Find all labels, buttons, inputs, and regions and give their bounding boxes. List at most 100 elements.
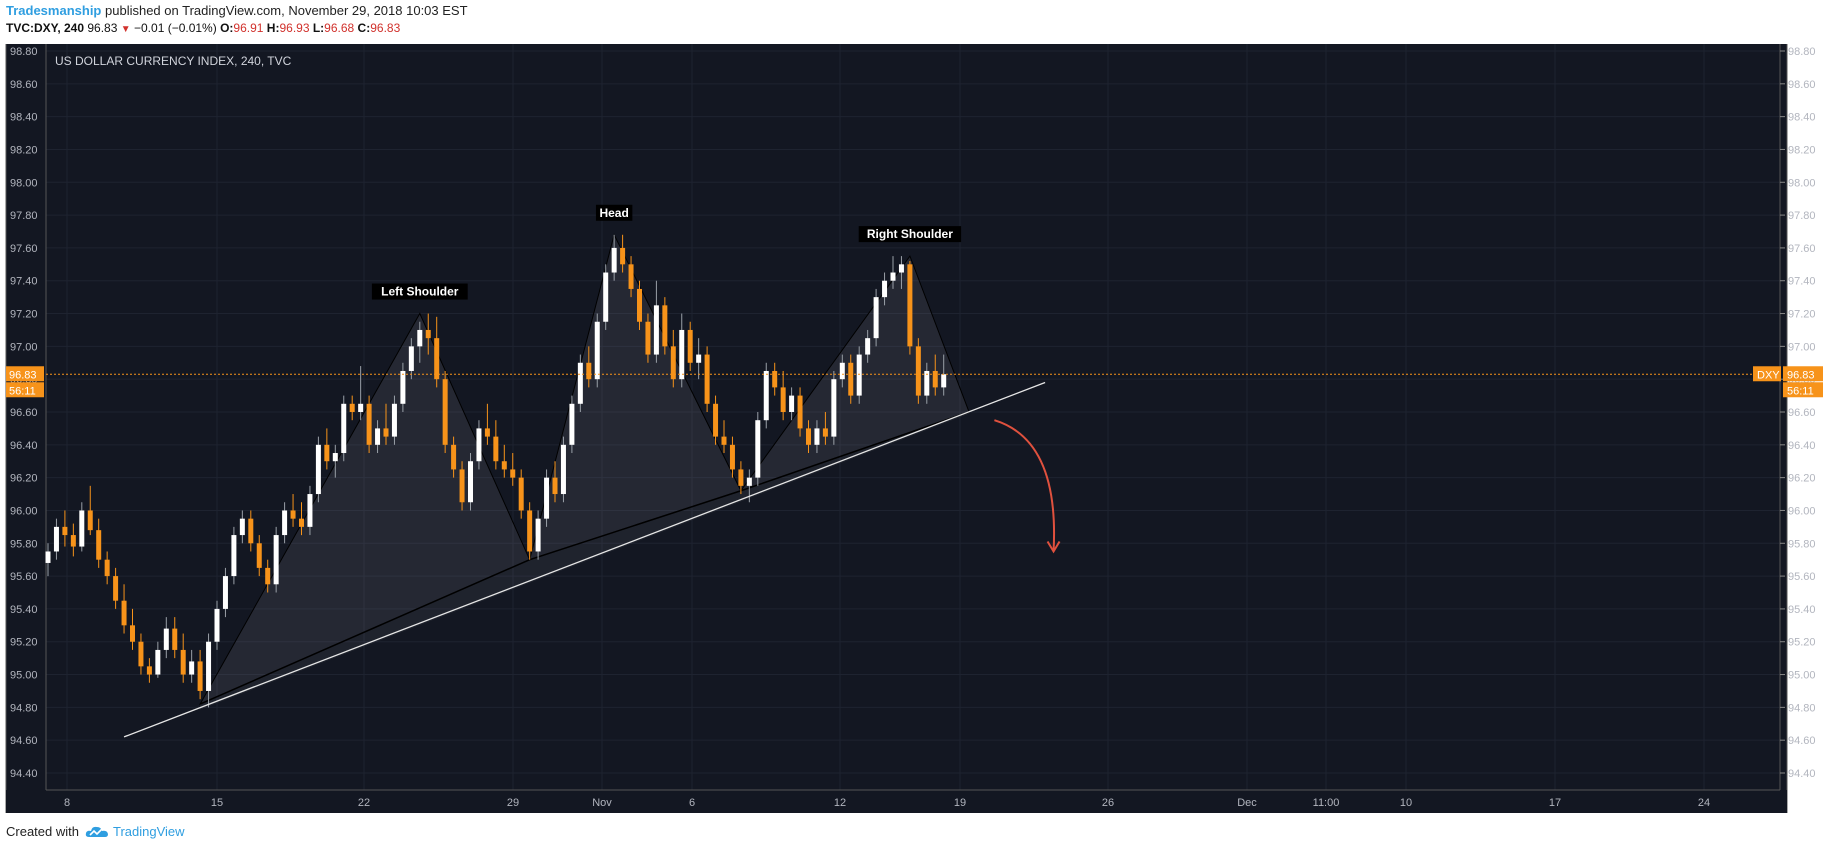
candle-body	[451, 444, 457, 470]
candle	[848, 354, 854, 404]
candle	[104, 551, 110, 585]
pattern-label-bg	[858, 226, 962, 243]
candle	[814, 420, 820, 454]
candle-body	[45, 551, 51, 563]
x-tick-label: 12	[834, 797, 846, 809]
footer: Created with TradingView	[6, 824, 185, 839]
candle-body	[273, 535, 279, 585]
y-tick-label-right: 98.00	[1788, 177, 1816, 189]
candle	[577, 354, 583, 412]
candle-body	[763, 370, 769, 421]
candle	[332, 444, 338, 478]
candle	[653, 280, 659, 363]
pattern-label: Right Shoulder	[858, 226, 962, 243]
candle	[518, 469, 524, 519]
candle-body	[577, 362, 583, 404]
pattern-label-bg	[371, 283, 468, 300]
candle-body	[527, 510, 533, 552]
candle-body	[746, 477, 752, 486]
candle-body	[163, 628, 169, 650]
y-tick-label-left: 98.40	[10, 112, 38, 124]
y-tick-label-left: 98.20	[10, 144, 38, 156]
candle	[299, 502, 304, 536]
y-tick-label-right: 97.00	[1788, 341, 1816, 353]
candle	[941, 354, 947, 396]
y-tick-label-right: 96.20	[1788, 473, 1816, 485]
y-tick-label-left: 95.80	[10, 538, 38, 550]
candle-body	[206, 641, 212, 691]
candle	[620, 234, 626, 273]
candle	[113, 567, 119, 609]
y-tick-label-right: 96.40	[1788, 440, 1816, 452]
candle	[400, 362, 406, 412]
candle	[96, 518, 102, 568]
y-tick-label-left: 94.40	[10, 768, 38, 780]
candle	[586, 346, 592, 388]
author-link[interactable]: Tradesmanship	[6, 3, 102, 18]
candle	[873, 288, 879, 347]
candle-body	[417, 329, 423, 347]
candle	[45, 543, 51, 577]
candle-body	[755, 420, 761, 478]
y-axis-right[interactable]: 98.80 98.60 98.40 98.20 98.00 97.80 97.60 97.40…	[1780, 44, 1816, 813]
candle-body	[315, 444, 321, 495]
candle	[687, 321, 693, 371]
candle	[87, 485, 93, 536]
candle	[510, 453, 516, 486]
candle-body	[865, 338, 871, 355]
candle-body	[400, 370, 406, 404]
candle-body	[104, 559, 110, 577]
left-countdown: 56:11	[9, 385, 36, 397]
candle	[451, 436, 457, 478]
candle	[442, 370, 448, 454]
candle	[349, 395, 355, 421]
candle	[425, 313, 431, 355]
y-tick-label-left: 96.00	[10, 505, 38, 517]
candle-body	[560, 444, 566, 495]
x-tick-label: 6	[689, 797, 695, 809]
candle-body	[831, 379, 837, 437]
x-tick-label: 17	[1549, 797, 1561, 809]
y-tick-label-left: 95.60	[10, 571, 38, 583]
right-price-tag-bg	[1783, 366, 1823, 382]
open-value: 96.91	[233, 21, 264, 35]
candle-body	[620, 247, 626, 265]
x-axis[interactable]: 8 15 22 29 Nov 6 12 19 26 Dec 11:00 10 17 24	[6, 789, 1787, 813]
tradingview-link[interactable]: TradingView	[85, 824, 185, 839]
candle-body	[848, 362, 854, 396]
candle-body	[611, 247, 617, 273]
candle-body	[239, 518, 245, 536]
candle-body	[518, 477, 524, 511]
candle	[130, 608, 135, 650]
candle	[79, 502, 85, 552]
candle-body	[375, 428, 381, 445]
candle-body	[180, 649, 186, 675]
y-tick-label-right: 98.20	[1788, 144, 1816, 156]
candle-body	[822, 428, 828, 437]
low-label: L:	[312, 21, 325, 35]
candle	[197, 649, 203, 700]
candle-body	[70, 535, 76, 547]
candle	[493, 420, 499, 470]
price-tags: 96.83 56:11 DXY 96.83 56:11	[6, 366, 1823, 398]
candle-body	[459, 469, 465, 503]
candle-body	[197, 661, 203, 691]
y-tick-label-right: 96.00	[1788, 505, 1816, 517]
low-value: 96.68	[324, 21, 355, 35]
candle-body	[645, 321, 651, 355]
x-tick-label: 26	[1102, 797, 1114, 809]
y-tick-label-left: 97.20	[10, 309, 38, 321]
candle	[797, 387, 803, 437]
candle-body	[62, 526, 68, 536]
symbol-tag: DXY	[1757, 369, 1780, 381]
candle	[544, 469, 550, 527]
candle	[907, 261, 913, 355]
y-tick-label-right: 94.40	[1788, 768, 1816, 780]
y-tick-label-left: 95.20	[10, 637, 38, 649]
candle	[341, 395, 347, 462]
candle-body	[146, 666, 152, 675]
candle-body	[856, 354, 862, 396]
candle	[839, 354, 845, 388]
candle	[670, 329, 676, 388]
